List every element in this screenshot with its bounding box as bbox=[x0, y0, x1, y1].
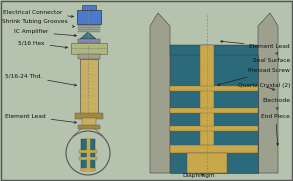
Text: 5/16-24 Thd.: 5/16-24 Thd. bbox=[5, 73, 76, 86]
Bar bbox=[170, 145, 258, 153]
Text: Quartz Crystal (2): Quartz Crystal (2) bbox=[238, 83, 290, 90]
Bar bbox=[82, 5, 96, 10]
Bar bbox=[78, 24, 100, 26]
Bar bbox=[81, 168, 95, 171]
Bar bbox=[78, 28, 100, 30]
Bar bbox=[78, 31, 100, 32]
Bar bbox=[170, 108, 258, 113]
Bar bbox=[81, 139, 95, 169]
Bar bbox=[79, 150, 97, 153]
Text: Shrink Tubing Grooves: Shrink Tubing Grooves bbox=[2, 20, 74, 28]
Bar bbox=[170, 55, 258, 173]
Text: Element Lead: Element Lead bbox=[221, 40, 290, 49]
Bar bbox=[170, 86, 258, 91]
Polygon shape bbox=[258, 13, 278, 173]
Bar bbox=[170, 126, 258, 131]
Text: Element Lead: Element Lead bbox=[5, 113, 76, 123]
FancyBboxPatch shape bbox=[71, 43, 107, 54]
Text: Preload Screw: Preload Screw bbox=[217, 68, 290, 86]
Text: 5/16 Hex: 5/16 Hex bbox=[18, 41, 67, 48]
Bar bbox=[78, 54, 100, 59]
Bar bbox=[78, 39, 100, 43]
Bar bbox=[82, 118, 96, 126]
Bar bbox=[75, 113, 103, 119]
Bar bbox=[78, 26, 100, 28]
Bar bbox=[187, 153, 227, 173]
Bar bbox=[78, 125, 100, 129]
Bar bbox=[77, 10, 101, 24]
Polygon shape bbox=[80, 32, 96, 39]
Text: Seal Surface: Seal Surface bbox=[253, 52, 290, 62]
Text: Electrode: Electrode bbox=[262, 98, 290, 110]
Text: End Piece: End Piece bbox=[261, 113, 290, 146]
Text: Electrical Connector: Electrical Connector bbox=[3, 9, 74, 17]
Text: Diaphragm: Diaphragm bbox=[182, 174, 215, 178]
Polygon shape bbox=[150, 13, 170, 173]
Bar bbox=[79, 157, 97, 160]
Bar bbox=[80, 59, 98, 113]
Bar bbox=[200, 45, 214, 153]
Text: IC Amplifier: IC Amplifier bbox=[14, 30, 76, 37]
Bar bbox=[170, 45, 258, 55]
